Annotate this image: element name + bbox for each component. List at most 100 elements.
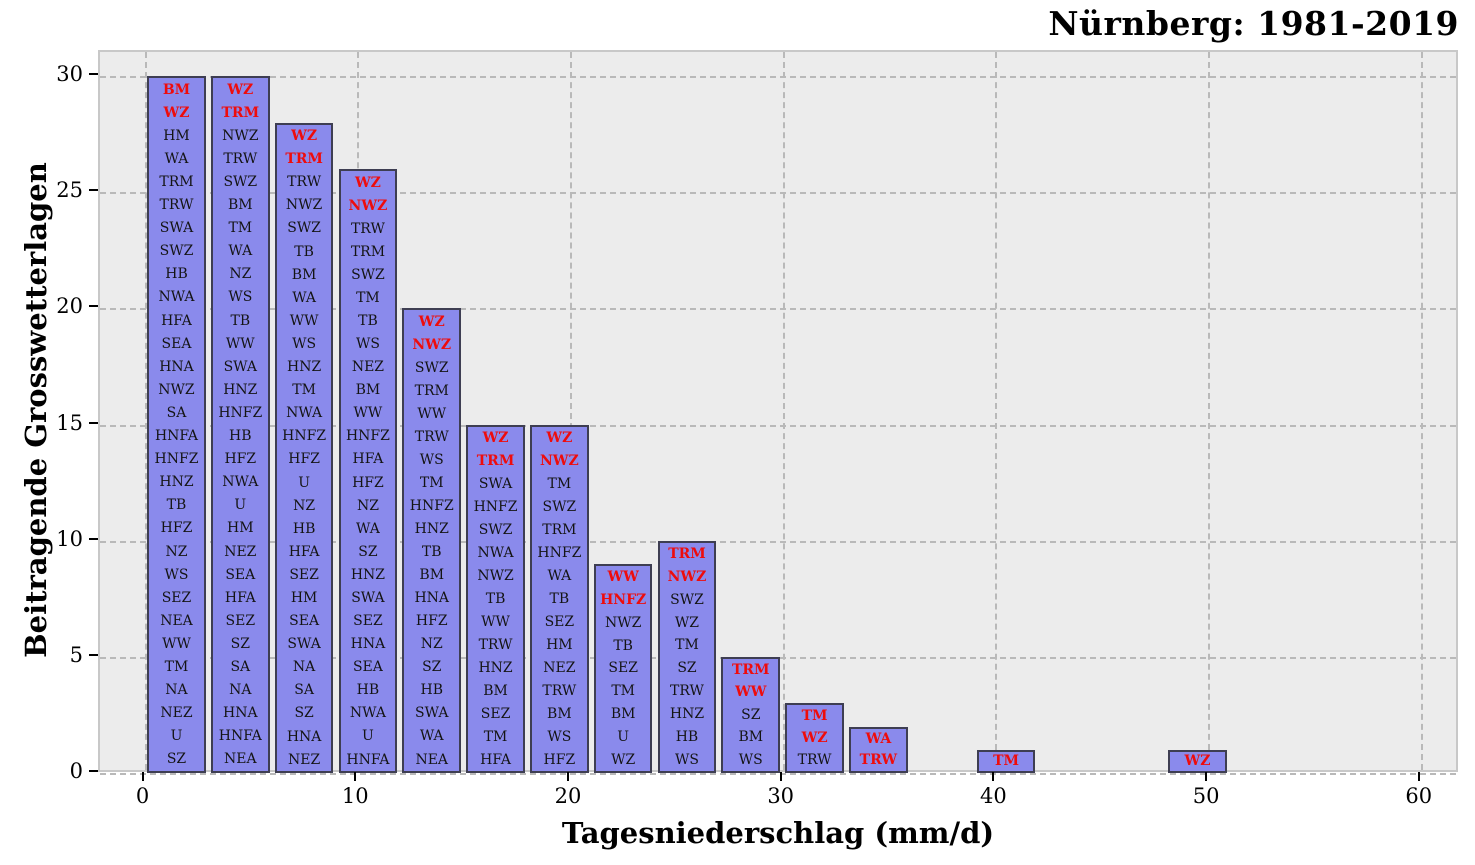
weather-pattern-label: NEZ [160, 705, 193, 722]
weather-pattern-label: U [298, 474, 311, 491]
x-tick-mark [567, 772, 569, 781]
weather-pattern-label: TRM [542, 521, 577, 538]
weather-pattern-label: HM [290, 589, 318, 606]
weather-pattern-label: WW [225, 335, 255, 352]
weather-pattern-label: WA [292, 289, 317, 306]
weather-pattern-label: HFA [288, 543, 320, 560]
weather-pattern-label: HFA [224, 589, 256, 606]
weather-pattern-label: NWZ [348, 197, 388, 214]
weather-pattern-label: HNA [286, 728, 322, 745]
weather-pattern-label: TM [419, 475, 444, 492]
gridline-horizontal [100, 424, 1456, 427]
weather-pattern-label: NWA [349, 705, 386, 722]
weather-pattern-label: WS [547, 728, 572, 745]
weather-pattern-label: NZ [420, 636, 443, 653]
weather-pattern-label: NWZ [285, 197, 323, 214]
histogram-bar: BM WZ HM WA TRM TRW SWA SWZ HB NWA HFA SEA HNA NWZ SA H… [147, 76, 206, 773]
weather-pattern-label: TRW [350, 220, 385, 237]
weather-pattern-label: HNA [223, 705, 258, 722]
weather-pattern-label: NEZ [543, 659, 576, 676]
y-tick-mark [89, 421, 98, 424]
weather-pattern-label: TB [230, 312, 251, 329]
weather-pattern-label: HNZ [350, 566, 386, 583]
weather-pattern-label: NA [165, 682, 188, 699]
gridline-vertical [995, 52, 998, 770]
weather-pattern-label: TM [547, 475, 572, 492]
weather-pattern-label: SWZ [223, 174, 258, 191]
weather-pattern-label: HNFZ [345, 428, 390, 445]
weather-pattern-label: WZ [611, 751, 636, 768]
histogram-bar: TM WZ TRW [785, 703, 844, 773]
histogram-bar: TRM WW SZ BM WS [721, 656, 781, 773]
histogram-bar: WZ NWZ TM SWZ TRM HNFZ WA TB SEZ HM NEZ TRW BM WS HFZ [530, 424, 589, 773]
weather-pattern-label: NA [229, 682, 252, 699]
weather-pattern-label: HM [546, 636, 573, 653]
weather-pattern-label: SWZ [670, 591, 704, 608]
weather-pattern-label: TB [613, 637, 633, 654]
weather-pattern-label: TB [166, 497, 187, 514]
y-tick-mark [89, 305, 98, 308]
weather-pattern-label: SWZ [351, 266, 385, 283]
weather-pattern-label: WA [164, 150, 189, 167]
weather-pattern-label: SZ [294, 705, 314, 722]
weather-pattern-label: SWA [287, 636, 321, 653]
weather-pattern-label: NWZ [412, 336, 452, 353]
y-tick-label: 20 [56, 294, 83, 319]
x-tick-label: 50 [1192, 784, 1220, 808]
weather-pattern-label: SEZ [225, 612, 256, 629]
gridline-vertical [1420, 52, 1423, 770]
weather-pattern-label: HB [420, 682, 443, 699]
weather-pattern-label: NWZ [667, 568, 707, 585]
weather-pattern-label: TRM [414, 383, 449, 399]
weather-pattern-label: WZ [674, 614, 700, 631]
weather-pattern-label: WA [419, 728, 444, 745]
weather-pattern-label: HFZ [288, 451, 320, 468]
weather-pattern-label: NEZ [288, 751, 321, 768]
weather-pattern-label: TB [549, 590, 570, 607]
weather-pattern-label: BM [419, 567, 445, 584]
gridline-vertical [570, 52, 572, 770]
weather-pattern-label: SZ [230, 635, 250, 652]
weather-pattern-label: HFZ [543, 751, 576, 768]
gridline-vertical [782, 52, 785, 770]
weather-pattern-label: TRM [476, 453, 515, 469]
y-tick-label: 15 [56, 410, 83, 435]
y-axis-label: Beitragende Grosswetterlagen [19, 162, 53, 658]
plot-area: BM WZ HM WA TRM TRW SWA SWZ HB NWA HFA SEA HNA NWZ SA H… [98, 50, 1458, 775]
weather-pattern-label: WS [355, 336, 380, 353]
gridline-horizontal [100, 192, 1456, 195]
weather-pattern-label: HM [227, 520, 254, 537]
weather-pattern-label: SEA [161, 335, 192, 352]
histogram-bar: WW HNFZ NWZ TB SEZ TM BM U WZ [593, 563, 653, 773]
weather-pattern-label: SWZ [159, 243, 194, 260]
x-tick-mark [141, 772, 144, 781]
weather-pattern-label: TM [228, 220, 253, 237]
weather-pattern-label: HNFZ [473, 498, 518, 515]
weather-pattern-label: SWA [223, 358, 257, 375]
weather-pattern-label: WZ [1184, 753, 1211, 770]
weather-pattern-label: WW [417, 406, 447, 423]
weather-pattern-label: HNFZ [218, 404, 263, 421]
x-tick-label: 40 [980, 784, 1007, 808]
gridline-horizontal [100, 540, 1456, 543]
weather-pattern-label: HFA [161, 312, 192, 329]
weather-pattern-label: SZ [741, 706, 761, 723]
weather-pattern-label: SWZ [542, 498, 577, 515]
weather-pattern-label: BM [610, 706, 636, 722]
weather-pattern-label: WZ [482, 430, 509, 447]
weather-pattern-label: HNFZ [282, 428, 327, 445]
weather-pattern-label: HNZ [287, 359, 322, 376]
weather-pattern-label: HB [292, 520, 316, 537]
weather-pattern-label: HB [229, 428, 252, 445]
weather-pattern-label: HNFZ [600, 592, 647, 609]
weather-pattern-label: HNA [350, 636, 386, 653]
weather-pattern-label: BM [291, 266, 317, 283]
weather-pattern-label: U [362, 728, 374, 745]
weather-pattern-label: WS [292, 335, 317, 352]
weather-pattern-label: NA [292, 659, 316, 676]
weather-pattern-label: HNFZ [154, 451, 199, 468]
y-tick-mark [89, 537, 98, 540]
weather-pattern-label: WZ [418, 313, 445, 330]
weather-pattern-label: SZ [358, 543, 378, 560]
weather-pattern-label: NWZ [222, 127, 259, 144]
